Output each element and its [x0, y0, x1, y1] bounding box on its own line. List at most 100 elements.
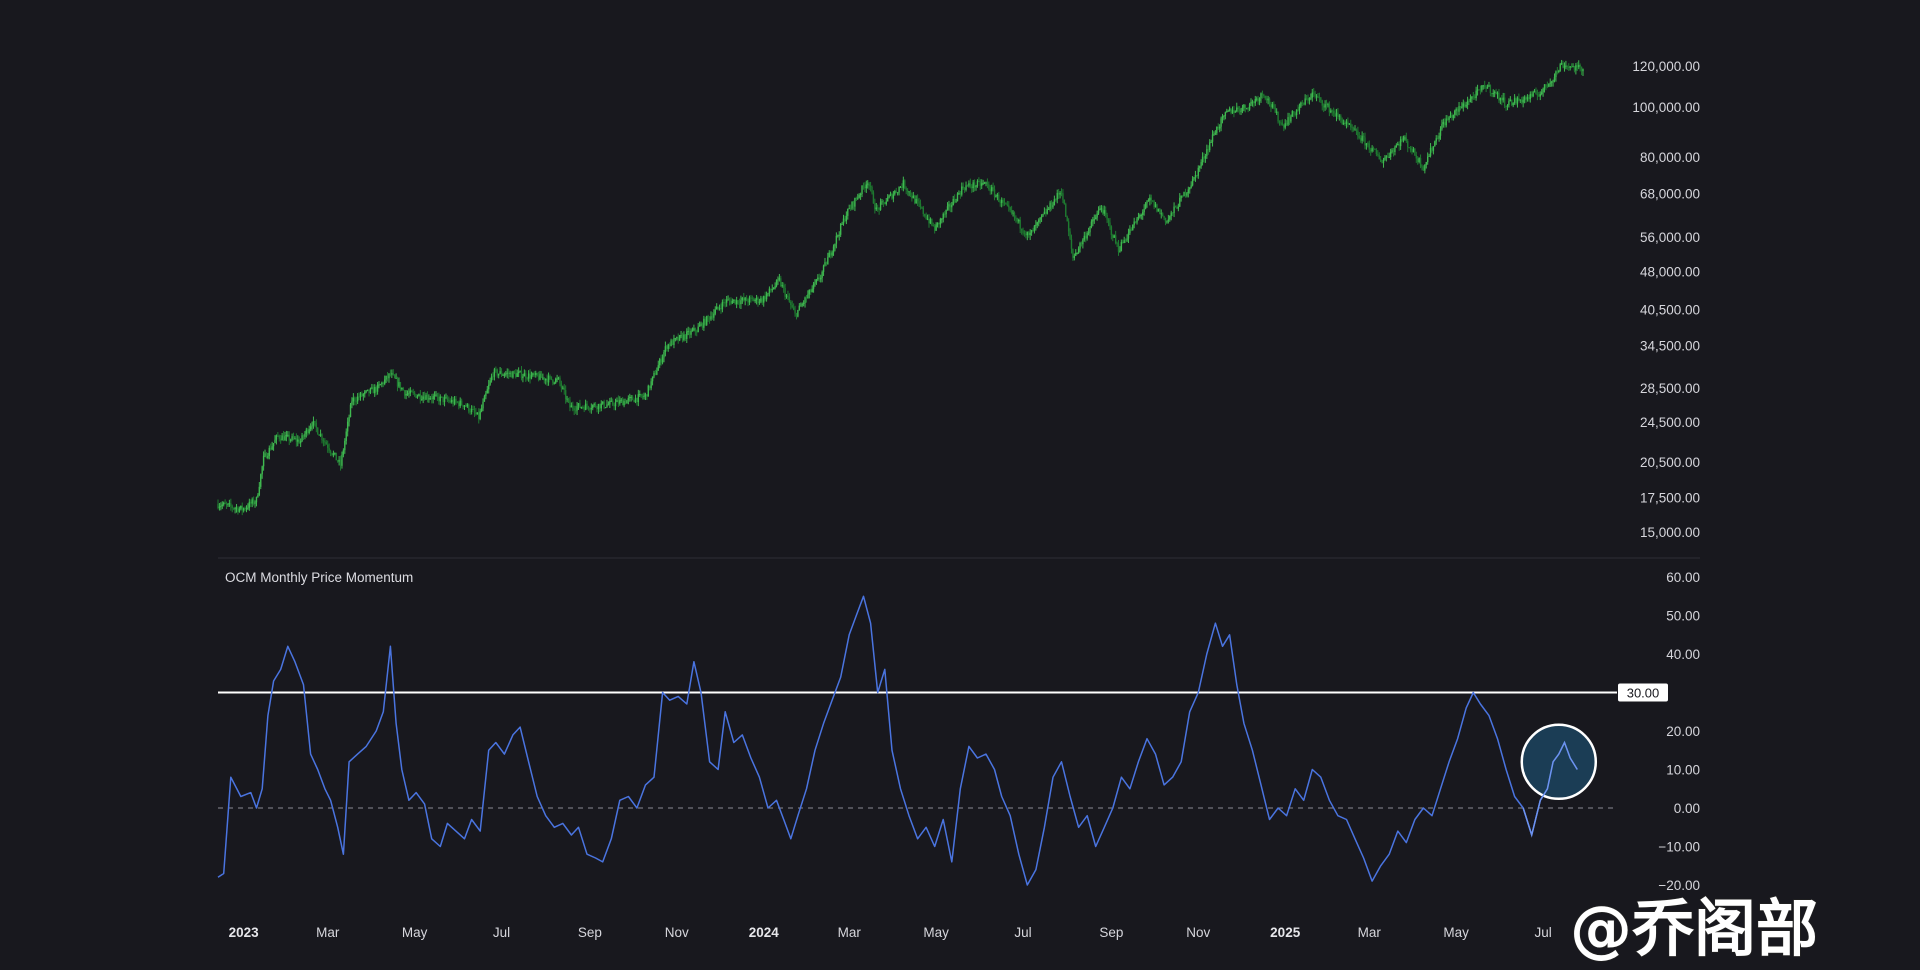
candle-body — [1436, 138, 1439, 140]
candle-body — [674, 338, 677, 340]
candle-body — [423, 396, 426, 400]
candle-body — [661, 357, 664, 363]
candle-body — [1414, 148, 1416, 156]
momentum-y-axis: 60.00 50.00 40.00 20.00 10.00 0.00 −10.00 −20.0… — [1658, 570, 1700, 893]
candle-body — [703, 318, 705, 328]
candle-body — [953, 198, 956, 202]
candle-body — [590, 408, 593, 410]
candle-body — [1340, 115, 1342, 120]
candle-body — [706, 316, 708, 325]
candle-body — [1536, 94, 1539, 96]
candle-body — [1241, 107, 1244, 111]
candle-body — [260, 474, 262, 487]
candle-body — [1147, 200, 1150, 202]
candle-body — [630, 396, 632, 398]
candle-body — [1474, 96, 1476, 99]
candle-body — [1341, 119, 1343, 125]
candle-body — [677, 337, 679, 341]
candle-body — [728, 299, 731, 301]
candle-body — [1154, 204, 1157, 208]
candle-body — [919, 203, 922, 208]
candle-body — [584, 403, 587, 410]
candle-body — [1284, 123, 1286, 128]
candle-body — [839, 223, 842, 235]
candle-body — [1455, 108, 1457, 111]
candle-body — [772, 288, 775, 290]
candle-body — [1020, 228, 1023, 231]
candle-body — [795, 313, 798, 317]
candle-body — [1412, 148, 1415, 153]
candle-body — [254, 502, 256, 504]
candle-body — [792, 307, 795, 310]
candle-body — [267, 455, 269, 459]
candle-body — [1214, 133, 1217, 135]
candle-body — [1364, 137, 1366, 146]
candle-body — [973, 182, 976, 188]
candle-body — [572, 405, 574, 409]
candle-body — [1049, 202, 1051, 209]
candle-body — [861, 185, 863, 195]
candle-body — [456, 401, 459, 403]
candle-body — [552, 379, 554, 383]
candle-body — [831, 252, 833, 256]
candle-body — [1056, 192, 1058, 200]
candle-body — [832, 246, 835, 253]
candle-body — [475, 412, 477, 415]
candle-body — [1483, 85, 1486, 88]
candle-body — [262, 455, 265, 467]
price-y-tick-label: 68,000.00 — [1640, 186, 1700, 201]
candle-body — [814, 282, 816, 284]
candle-body — [304, 433, 306, 437]
candle-body — [358, 396, 360, 398]
candle-body — [895, 191, 897, 193]
candle-body — [458, 402, 460, 407]
candle-body — [1166, 221, 1168, 223]
candle-body — [901, 186, 903, 188]
candle-body — [1553, 77, 1556, 81]
candle-body — [556, 378, 558, 380]
candle-body — [1295, 109, 1298, 116]
candle-body — [1532, 92, 1534, 97]
candle-body — [1201, 156, 1204, 163]
candle-body — [1060, 192, 1063, 194]
candle-body — [714, 309, 716, 314]
candle-body — [620, 399, 622, 401]
candle-body — [1479, 89, 1482, 91]
candle-body — [1243, 104, 1245, 108]
candle-body — [1124, 240, 1127, 242]
candle-body — [1040, 216, 1043, 218]
candle-body — [416, 396, 419, 398]
candle-body — [1419, 158, 1422, 167]
candle-body — [349, 404, 352, 418]
momentum-y-tick-label: 60.00 — [1666, 570, 1700, 585]
candle-body — [1233, 109, 1235, 113]
candle-body — [1294, 113, 1296, 116]
candle-body — [932, 224, 934, 226]
candle-body — [1285, 123, 1288, 125]
candle-body — [1228, 108, 1231, 111]
candle-body — [914, 195, 916, 204]
candle-body — [452, 400, 454, 404]
candle-body — [905, 188, 907, 191]
candle-body — [865, 184, 868, 189]
candle-body — [529, 373, 531, 379]
x-tick-label: Mar — [838, 925, 862, 940]
candle-body — [820, 277, 822, 280]
candle-body — [1324, 104, 1326, 108]
candle-body — [961, 186, 963, 195]
candle-body — [614, 402, 617, 407]
candle-body — [586, 403, 588, 407]
candle-body — [1481, 85, 1483, 91]
candle-body — [1371, 147, 1373, 152]
candle-body — [723, 301, 725, 303]
candle-body — [760, 298, 762, 302]
candle-body — [1338, 115, 1341, 117]
candle-body — [852, 201, 855, 207]
candle-body — [234, 508, 236, 510]
candle-body — [509, 372, 511, 375]
candle-body — [1025, 234, 1027, 236]
candle-body — [1381, 162, 1383, 164]
x-tick-label: Jul — [1014, 925, 1031, 940]
candle-body — [351, 401, 353, 405]
candle-body — [1000, 199, 1003, 203]
